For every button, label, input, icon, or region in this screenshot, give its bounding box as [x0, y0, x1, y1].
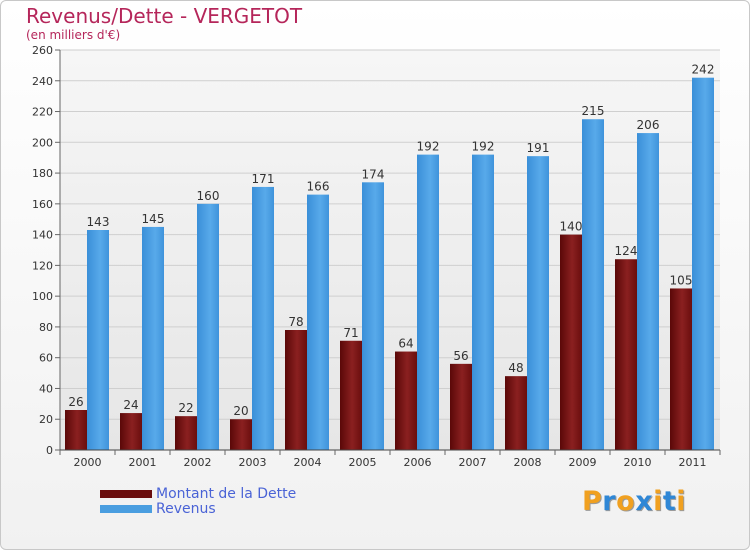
y-tick-label: 260 [32, 44, 53, 57]
y-tick-label: 0 [46, 444, 53, 457]
y-tick-label: 120 [32, 259, 53, 272]
x-tick-label: 2005 [349, 456, 377, 469]
bar-dette [65, 410, 87, 450]
x-tick-label: 2003 [239, 456, 267, 469]
bar-dette [670, 288, 692, 450]
bar-revenus-value-label: 191 [527, 141, 550, 155]
legend-item-revenus: Revenus [100, 500, 296, 517]
bar-dette-value-label: 78 [288, 315, 303, 329]
bar-dette [505, 376, 527, 450]
logo-letter: i [653, 486, 663, 517]
bar-dette [340, 340, 362, 450]
bar-dette-value-label: 56 [453, 349, 468, 363]
proxiti-logo: Proxiti [582, 486, 686, 517]
bar-revenus-value-label: 166 [307, 180, 330, 194]
y-tick-label: 200 [32, 136, 53, 149]
bar-revenus-value-label: 171 [252, 172, 275, 186]
y-tick-label: 80 [39, 321, 53, 334]
y-tick-label: 20 [39, 413, 53, 426]
bar-dette-value-label: 124 [615, 244, 638, 258]
legend-swatch-dette [100, 489, 152, 498]
chart-title: Revenus/Dette - VERGETOT [26, 4, 303, 28]
x-tick-label: 2011 [679, 456, 707, 469]
legend: Montant de la Dette Revenus [100, 485, 297, 517]
bar-revenus [637, 133, 659, 451]
y-tick-label: 40 [39, 382, 53, 395]
y-tick-label: 240 [32, 75, 53, 88]
bar-revenus-value-label: 174 [362, 167, 385, 181]
x-tick-label: 2007 [459, 456, 487, 469]
bar-revenus [252, 186, 274, 450]
chart-subtitle: (en milliers d'€) [26, 28, 121, 42]
legend-label-revenus: Revenus [156, 500, 216, 517]
y-tick-label: 160 [32, 198, 53, 211]
logo-letter: i [676, 486, 687, 517]
bar-dette [230, 419, 252, 450]
bar-revenus [142, 226, 164, 450]
bar-dette [120, 413, 142, 450]
bar-dette-value-label: 22 [178, 401, 193, 415]
logo-letter: t [662, 486, 677, 517]
bar-dette-value-label: 140 [560, 220, 583, 234]
bar-dette-value-label: 64 [398, 337, 413, 351]
bar-revenus-value-label: 242 [692, 63, 715, 77]
x-tick-label: 2004 [294, 456, 322, 469]
y-tick-label: 100 [32, 290, 53, 303]
bar-revenus-value-label: 215 [582, 104, 605, 118]
bar-revenus [692, 77, 714, 450]
bar-revenus [582, 119, 604, 450]
bar-revenus-value-label: 145 [142, 212, 165, 226]
bar-dette-value-label: 24 [123, 398, 138, 412]
logo-letter: P [582, 486, 603, 517]
bar-revenus [472, 154, 494, 450]
logo-letter: r [602, 486, 617, 517]
bar-dette [615, 259, 637, 450]
bar-dette [285, 330, 307, 450]
bar-revenus-value-label: 206 [637, 118, 660, 132]
x-tick-label: 2008 [514, 456, 542, 469]
logo-letter: o [616, 486, 636, 517]
bar-revenus [197, 203, 219, 450]
x-axis: 2000 2001 2002 2003 2004 2005 2006 2007 2008 2009… [59, 449, 721, 469]
y-axis: 0 20 40 60 80 100 120 140 160 180 200 220 240 260 [32, 44, 61, 457]
bar-dette [175, 416, 197, 450]
bars: 26 143 24 145 22 160 20 171 78 166 71 174 64 192 56 192… [65, 63, 715, 451]
legend-item-dette: Montant de la Dette [100, 485, 297, 502]
x-tick-label: 2001 [129, 456, 157, 469]
bar-dette-value-label: 105 [670, 273, 693, 287]
bar-revenus-value-label: 192 [417, 140, 440, 154]
bar-dette-value-label: 26 [68, 395, 83, 409]
bar-revenus [527, 156, 549, 450]
logo-letter: x [635, 486, 654, 517]
x-tick-label: 2000 [74, 456, 102, 469]
y-tick-label: 180 [32, 167, 53, 180]
x-tick-label: 2010 [624, 456, 652, 469]
y-tick-label: 220 [32, 106, 53, 119]
y-tick-label: 60 [39, 352, 53, 365]
x-tick-label: 2009 [569, 456, 597, 469]
bar-revenus [362, 182, 384, 451]
bar-revenus-value-label: 143 [87, 215, 110, 229]
bar-revenus [307, 194, 329, 450]
bar-dette [560, 234, 582, 450]
bar-dette-value-label: 71 [343, 326, 358, 340]
x-tick-label: 2002 [184, 456, 212, 469]
legend-swatch-revenus [100, 504, 152, 513]
bar-revenus [87, 230, 109, 450]
plot-area [60, 50, 720, 450]
y-tick-label: 140 [32, 229, 53, 242]
bar-revenus [417, 154, 439, 450]
x-tick-label: 2006 [404, 456, 432, 469]
bar-revenus-value-label: 160 [197, 189, 220, 203]
bar-dette-value-label: 48 [508, 361, 523, 375]
bar-dette-value-label: 20 [233, 404, 248, 418]
bar-revenus-value-label: 192 [472, 140, 495, 154]
bar-dette [450, 363, 472, 450]
legend-label-dette: Montant de la Dette [156, 485, 297, 502]
bar-dette [395, 351, 417, 450]
